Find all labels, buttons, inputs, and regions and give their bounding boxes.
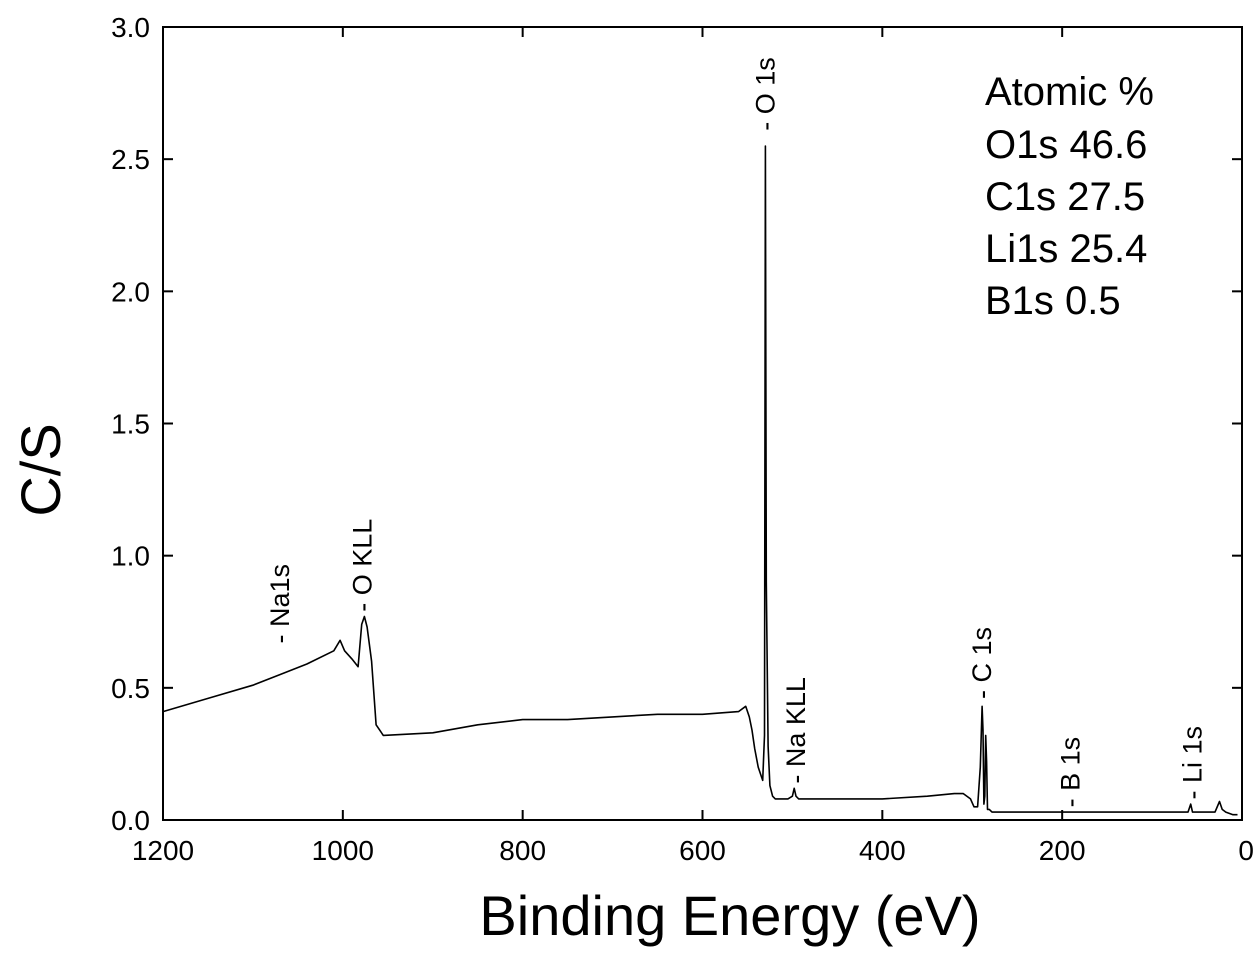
y-tick-label: 1.0 bbox=[111, 541, 150, 572]
x-tick-label: 1200 bbox=[132, 835, 194, 866]
peak-label: - Na1s bbox=[265, 564, 295, 644]
x-axis-title: Binding Energy (eV) bbox=[479, 884, 980, 947]
y-tick-label: 3.0 bbox=[111, 12, 150, 43]
x-tick-label: 400 bbox=[859, 835, 906, 866]
x-axis-ticks: 1200 1000 800 600 400 200 0 bbox=[132, 27, 1254, 866]
y-tick-label: 2.5 bbox=[111, 144, 150, 175]
legend-line-3: Li1s 25.4 bbox=[985, 227, 1147, 271]
x-tick-label: 0 bbox=[1238, 835, 1254, 866]
peak-label: - Li 1s bbox=[1178, 726, 1208, 800]
peak-label: - C 1s bbox=[967, 627, 997, 699]
y-tick-label: 2.0 bbox=[111, 276, 150, 307]
legend-line-0: Atomic % bbox=[985, 70, 1154, 114]
x-tick-label: 600 bbox=[679, 835, 726, 866]
x-tick-label: 1000 bbox=[312, 835, 374, 866]
y-axis-ticks: 0.0 0.5 1.0 1.5 2.0 2.5 3.0 bbox=[111, 12, 1242, 836]
peak-labels: - Na1s - O KLL - O 1s - Na KLL - C 1s - B 1s -… bbox=[265, 57, 1208, 807]
legend-line-1: O1s 46.6 bbox=[985, 123, 1147, 167]
y-tick-label: 1.5 bbox=[111, 409, 150, 440]
y-tick-label: 0.5 bbox=[111, 673, 150, 704]
x-tick-label: 200 bbox=[1039, 835, 1086, 866]
peak-label: - O 1s bbox=[750, 57, 780, 131]
atomic-percent-legend: Atomic % O1s 46.6 C1s 27.5 Li1s 25.4 B1s… bbox=[985, 70, 1154, 323]
y-tick-label: 0.0 bbox=[111, 805, 150, 836]
peak-label: - O KLL bbox=[348, 519, 378, 612]
x-tick-label: 800 bbox=[499, 835, 546, 866]
spectrum-line bbox=[162, 145, 1238, 816]
peak-label: - Na KLL bbox=[781, 677, 811, 784]
legend-line-2: C1s 27.5 bbox=[985, 175, 1145, 219]
y-axis-title: C/S bbox=[9, 423, 72, 516]
legend-line-4: B1s 0.5 bbox=[985, 279, 1121, 323]
peak-label: - B 1s bbox=[1055, 737, 1085, 808]
